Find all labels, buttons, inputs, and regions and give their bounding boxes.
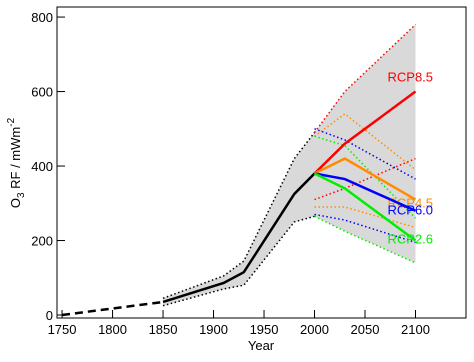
x-tick-label: 1850 [149, 322, 178, 337]
series-line [314, 213, 416, 244]
y-label-rest: RF / mWm [8, 127, 23, 193]
y-tick-label: 800 [31, 10, 53, 25]
series-label: RCP8.5 [388, 70, 434, 85]
series-line [61, 300, 164, 317]
series-line [313, 157, 417, 201]
series-line [314, 215, 416, 264]
x-tick-label: 2100 [401, 322, 430, 337]
x-tick-label: 1750 [48, 322, 77, 337]
x-tick-label: 2050 [351, 322, 380, 337]
y-axis-label: O3 RF / mWm-2 [6, 117, 27, 208]
series-line [314, 172, 417, 212]
y-label-sub: 3 [16, 192, 27, 198]
series-line [314, 128, 416, 180]
x-tick-label: 1800 [98, 322, 127, 337]
series-line [313, 172, 417, 242]
series-line [313, 23, 417, 133]
series-label: RCP6.0 [388, 203, 434, 218]
series-label: RCP2.6 [388, 232, 434, 247]
uncertainty-band [163, 24, 416, 306]
y-tick-label: 200 [31, 234, 53, 249]
plot-frame [56, 6, 467, 319]
y-label-main: O [8, 198, 23, 208]
series-line [313, 90, 417, 175]
series-line [162, 172, 316, 304]
x-tick-label: 1900 [199, 322, 228, 337]
series-line [314, 112, 416, 171]
x-tick-label: 2000 [300, 322, 329, 337]
y-tick-label: 0 [46, 308, 53, 323]
x-tick-label: 1950 [250, 322, 279, 337]
series-label: RCP4.5 [388, 196, 434, 211]
y-label-sup: -2 [6, 117, 17, 126]
y-tick-label: 600 [31, 85, 53, 100]
x-axis-label: Year [248, 338, 275, 353]
y-tick-label: 400 [31, 159, 53, 174]
